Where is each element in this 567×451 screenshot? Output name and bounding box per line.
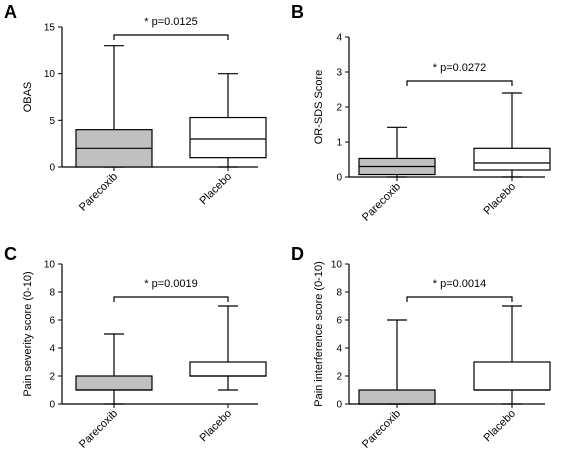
- y-tick-label: 10: [44, 69, 56, 80]
- panel-b: B 0 1 2 3 4 OR-SDS Score Parecoxib Placebo * p=0.…: [291, 2, 551, 224]
- panel-letter: B: [291, 2, 304, 22]
- y-tick-label: 6: [336, 316, 342, 327]
- panel-c: C 0 2 4 6 8 10 Pain severity score (0-10) Pareco…: [4, 244, 267, 451]
- panel-letter: D: [291, 244, 304, 264]
- y-tick-label: 2: [336, 103, 342, 114]
- x-category-label: Placebo: [482, 181, 519, 218]
- y-tick-label: 4: [336, 344, 342, 355]
- box-placebo: [189, 305, 267, 391]
- y-tick-label: 0: [49, 400, 55, 411]
- box-placebo: [189, 73, 267, 168]
- box-placebo: [473, 305, 551, 405]
- box-iqr: [358, 389, 436, 405]
- box-parecoxib: [75, 333, 153, 405]
- box-parecoxib: [358, 126, 436, 178]
- significance-bracket: [406, 296, 513, 302]
- box-parecoxib: [75, 45, 153, 168]
- significance-bracket: [113, 34, 229, 40]
- x-category-label: Placebo: [198, 408, 235, 445]
- panel-a: A 0 5 10 15 OBAS Parecoxib Placebo * p=0.0125: [4, 2, 267, 214]
- x-category-label: Placebo: [482, 408, 519, 445]
- y-tick-label: 3: [336, 68, 342, 79]
- x-category-label: Placebo: [198, 171, 235, 208]
- significance-bracket: [406, 80, 513, 86]
- y-tick-label: 6: [49, 316, 55, 327]
- y-tick-label: 1: [336, 138, 342, 149]
- box-iqr: [473, 147, 551, 171]
- y-tick-label: 4: [336, 33, 342, 44]
- p-value-annotation: * p=0.0125: [144, 16, 198, 28]
- y-tick-label: 0: [336, 400, 342, 411]
- box-iqr: [75, 375, 153, 391]
- y-tick-label: 10: [44, 260, 56, 271]
- box-iqr: [473, 361, 551, 391]
- y-tick-label: 4: [49, 344, 55, 355]
- box-iqr: [189, 116, 267, 159]
- y-tick-label: 0: [49, 163, 55, 174]
- p-value-annotation: * p=0.0019: [144, 278, 198, 290]
- x-category-label: Parecoxib: [77, 171, 120, 214]
- x-category-label: Parecoxib: [360, 408, 403, 451]
- box-parecoxib: [358, 319, 436, 405]
- p-value-annotation: * p=0.0272: [433, 62, 487, 74]
- y-tick-label: 10: [331, 260, 343, 271]
- y-tick-label: 2: [49, 372, 55, 383]
- p-value-annotation: * p=0.0014: [433, 278, 487, 290]
- y-tick-label: 8: [336, 288, 342, 299]
- panel-letter: C: [4, 244, 17, 264]
- box-iqr: [189, 361, 267, 377]
- x-category-label: Parecoxib: [77, 408, 120, 451]
- y-tick-label: 15: [44, 23, 56, 34]
- significance-bracket: [113, 296, 229, 302]
- panel-d: D 0 2 4 6 8 10 Pain interference score (0-10) Pa…: [291, 244, 551, 451]
- y-axis-label: Pain interference score (0-10): [313, 261, 325, 407]
- y-axis-label: OBAS: [22, 82, 34, 113]
- y-tick-label: 2: [336, 372, 342, 383]
- y-tick-label: 8: [49, 288, 55, 299]
- y-tick-label: 0: [336, 173, 342, 184]
- x-category-label: Parecoxib: [360, 181, 403, 224]
- panel-letter: A: [4, 2, 17, 22]
- y-axis-label: OR-SDS Score: [313, 70, 325, 145]
- y-axis-label: Pain severity score (0-10): [22, 271, 34, 396]
- y-tick-label: 5: [49, 116, 55, 127]
- box-placebo: [473, 92, 551, 178]
